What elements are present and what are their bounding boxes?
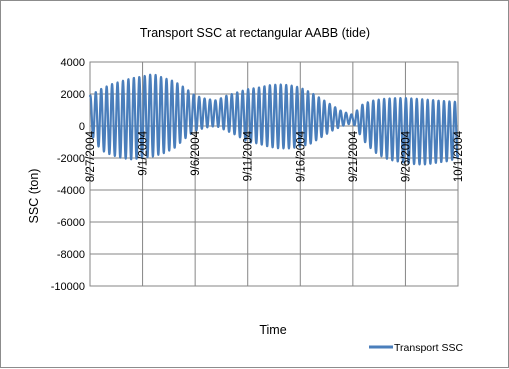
- y-tick-label: -4000: [57, 185, 85, 197]
- chart-title: Transport SSC at rectangular AABB (tide): [140, 26, 370, 40]
- y-tick-label: 2000: [61, 89, 85, 101]
- legend-label: Transport SSC: [394, 342, 463, 354]
- x-tick-label: 9/6/2004: [190, 130, 202, 175]
- y-tick-label: 0: [79, 121, 85, 133]
- y-tick-label: -8000: [57, 249, 85, 261]
- y-tick-label: -6000: [57, 217, 85, 229]
- y-tick-label: -10000: [51, 281, 85, 293]
- x-tick-label: 9/11/2004: [243, 130, 255, 181]
- x-tick-label: 9/21/2004: [348, 130, 360, 182]
- x-tick-label: 8/27/2004: [85, 130, 97, 182]
- x-tick-label: 9/1/2004: [138, 130, 150, 175]
- y-tick-label: 4000: [61, 57, 85, 69]
- legend: Transport SSC: [369, 342, 463, 354]
- series-line-transport-ssc: [88, 73, 460, 166]
- series-layer: [88, 73, 460, 166]
- plot-area-border: [89, 61, 459, 287]
- x-tick-labels: 8/27/2004 9/1/2004 9/6/2004 9/11/2004 9/16/2…: [85, 130, 465, 182]
- y-tick-label: -2000: [57, 153, 85, 165]
- x-tick-label: 9/26/2004: [400, 130, 412, 182]
- y-axis-label: SSC (ton): [27, 169, 41, 224]
- x-tick-label: 10/1/2004: [453, 130, 465, 182]
- x-tick-label: 9/16/2004: [295, 130, 307, 182]
- x-axis-label: Time: [259, 323, 286, 337]
- y-tick-labels: 4000 2000 0 -2000 -4000 -6000 -8000 -10000: [51, 57, 85, 293]
